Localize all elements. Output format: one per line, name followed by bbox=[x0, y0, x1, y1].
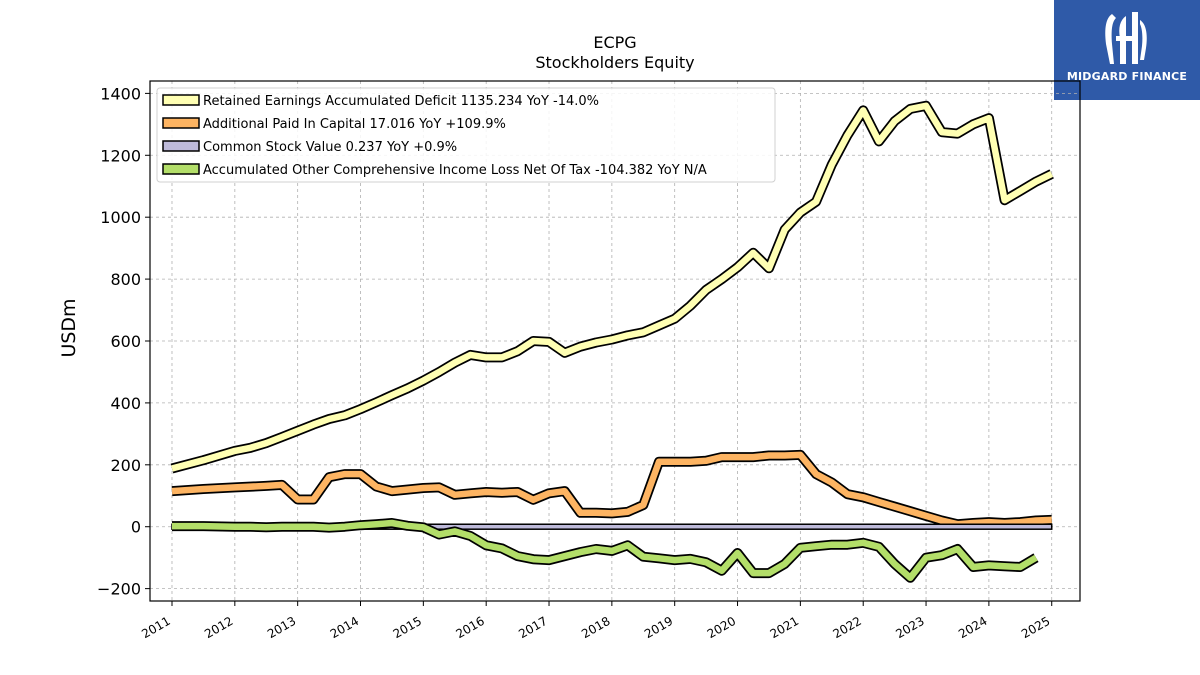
y-tick-label: 1200 bbox=[100, 146, 141, 165]
legend-label: Additional Paid In Capital 17.016 YoY +1… bbox=[203, 117, 506, 132]
x-tick-label: 2022 bbox=[830, 614, 863, 641]
chart-title: ECPG bbox=[593, 33, 636, 52]
y-tick-label: 0 bbox=[131, 518, 141, 537]
x-tick-label: 2013 bbox=[265, 614, 298, 641]
x-tick-label: 2015 bbox=[391, 614, 424, 641]
legend-label: Retained Earnings Accumulated Deficit 11… bbox=[203, 94, 599, 109]
y-tick-label: 200 bbox=[110, 456, 141, 475]
chart-subtitle: Stockholders Equity bbox=[535, 53, 694, 72]
x-tick-label: 2020 bbox=[705, 614, 738, 641]
midgard-finance-logo: MIDGARD FINANCE bbox=[1054, 0, 1200, 100]
x-tick-label: 2011 bbox=[139, 614, 172, 641]
x-tick-label: 2014 bbox=[328, 614, 361, 641]
legend-label: Accumulated Other Comprehensive Income L… bbox=[203, 163, 707, 178]
x-tick-label: 2025 bbox=[1019, 614, 1052, 641]
legend-box bbox=[156, 87, 776, 183]
x-tick-label: 2012 bbox=[202, 614, 235, 641]
legend-swatch bbox=[162, 140, 200, 152]
legend-swatch bbox=[162, 163, 200, 175]
legend: Retained Earnings Accumulated Deficit 11… bbox=[156, 87, 776, 183]
y-tick-label: 800 bbox=[110, 270, 141, 289]
series-line-2 bbox=[171, 451, 1052, 528]
series-line-4 bbox=[172, 519, 1038, 582]
x-tick-label: 2016 bbox=[453, 614, 486, 641]
series-line-common-stock bbox=[171, 523, 1053, 530]
x-tick-label: 2023 bbox=[893, 614, 926, 641]
series-line-1 bbox=[171, 102, 1054, 472]
x-tick-label: 2018 bbox=[579, 614, 612, 641]
series-lines bbox=[170, 100, 1054, 583]
logo-text: MIDGARD FINANCE bbox=[1066, 70, 1188, 83]
y-axis-label: USDm bbox=[58, 298, 80, 357]
y-tick-label: 1000 bbox=[100, 208, 141, 227]
legend-swatch bbox=[162, 94, 200, 106]
x-tick-label: 2017 bbox=[516, 614, 549, 641]
y-tick-label: −200 bbox=[97, 580, 141, 599]
legend-swatch bbox=[162, 117, 200, 129]
x-tick-label: 2024 bbox=[956, 614, 989, 641]
y-tick-label: 600 bbox=[110, 332, 141, 351]
x-tick-label: 2021 bbox=[768, 614, 801, 641]
y-tick-label: 400 bbox=[110, 394, 141, 413]
logo-mark-icon bbox=[1105, 12, 1147, 64]
legend-label: Common Stock Value 0.237 YoY +0.9% bbox=[203, 140, 457, 155]
y-tick-label: 1400 bbox=[100, 84, 141, 103]
x-tick-label: 2019 bbox=[642, 614, 675, 641]
